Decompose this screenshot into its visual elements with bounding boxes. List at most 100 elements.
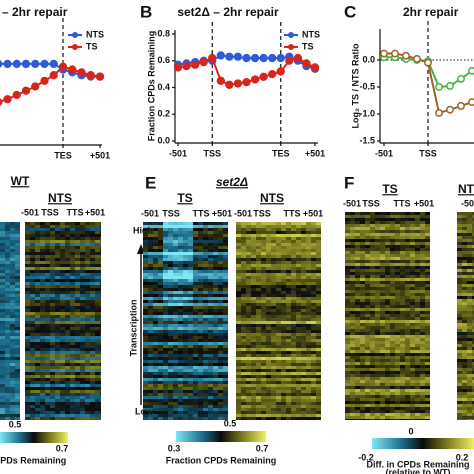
x-tick-label: +501 [305, 148, 325, 158]
heatmap-cell [148, 324, 153, 327]
heatmap-cell [223, 258, 228, 261]
heatmap-cell [306, 402, 311, 405]
heatmap-cell [75, 225, 80, 228]
heatmap-cell [148, 288, 153, 291]
heatmap-cell [360, 227, 365, 230]
heatmap-cell [405, 278, 410, 281]
heatmap-cell [0, 237, 5, 240]
heatmap-cell [213, 294, 218, 297]
heatmap-cell [350, 395, 355, 398]
heatmap-cell [415, 293, 420, 296]
heatmap-cell [296, 390, 301, 393]
heatmap-cell [198, 225, 203, 228]
heatmap-cell [5, 348, 10, 351]
y-tick-label: 0.2 [157, 109, 170, 119]
heatmap-cell [350, 362, 355, 365]
heatmap-cell [193, 222, 198, 225]
heatmap-cell [360, 395, 365, 398]
heatmap-cell [85, 318, 90, 321]
heatmap-cell [266, 339, 271, 342]
heatmap-cell [30, 258, 35, 261]
heatmap-cell [90, 414, 95, 417]
heatmap-cell [213, 243, 218, 246]
heatmap [236, 222, 321, 420]
heatmap-cell [90, 363, 95, 366]
heatmap-cell [390, 380, 395, 383]
heatmap-cell [271, 411, 276, 414]
heatmap-cell [90, 270, 95, 273]
heatmap-cell [75, 288, 80, 291]
heatmap-cell [188, 375, 193, 378]
heatmap-cell [350, 278, 355, 281]
heatmap-cell [395, 251, 400, 254]
heatmap-cell [218, 294, 223, 297]
heatmap-cell [380, 404, 385, 407]
heatmap-cell [75, 252, 80, 255]
heatmap-cell [425, 353, 430, 356]
heatmap-cell [35, 366, 40, 369]
heatmap-cell [420, 413, 425, 416]
heatmap-cell [301, 264, 306, 267]
heatmap-cell [163, 327, 168, 330]
heatmap-cell [183, 231, 188, 234]
heatmap-cell [10, 282, 15, 285]
heatmap-cell [405, 380, 410, 383]
heatmap-cell [251, 354, 256, 357]
heatmap-cell [75, 240, 80, 243]
heatmap-cell [390, 389, 395, 392]
heatmap-cell [311, 351, 316, 354]
heatmap-cell [251, 405, 256, 408]
heatmap-cell [0, 228, 5, 231]
heatmap-cell [25, 234, 30, 237]
heatmap-cell [380, 392, 385, 395]
data-point [435, 83, 443, 91]
heatmap-cell [286, 411, 291, 414]
heatmap-cell [400, 359, 405, 362]
heatmap-cell [370, 407, 375, 410]
heatmap-cell [425, 344, 430, 347]
heatmap-cell [246, 264, 251, 267]
heatmap-cell [148, 246, 153, 249]
heatmap-cell [10, 306, 15, 309]
heatmap-cell [55, 357, 60, 360]
heatmap-cell [375, 290, 380, 293]
heatmap-cell [395, 215, 400, 218]
heatmap-cell [311, 318, 316, 321]
heatmap-cell [410, 317, 415, 320]
heatmap-cell [241, 360, 246, 363]
heatmap-cell [276, 330, 281, 333]
heatmap-cell [168, 339, 173, 342]
heatmap-cell [365, 332, 370, 335]
heatmap-cell [420, 251, 425, 254]
heatmap-cell [70, 360, 75, 363]
heatmap-cell [296, 264, 301, 267]
heatmap-cell [256, 255, 261, 258]
heatmap-cell [266, 264, 271, 267]
heatmap-cell [405, 215, 410, 218]
heatmap-cell [415, 377, 420, 380]
heatmap-cell [5, 408, 10, 411]
heatmap-cell [50, 276, 55, 279]
heatmap-cell [198, 315, 203, 318]
heatmap-cell [95, 243, 100, 246]
heatmap-cell [55, 363, 60, 366]
heatmap-cell [236, 366, 241, 369]
heatmap-cell [246, 276, 251, 279]
heatmap-cell [400, 263, 405, 266]
heatmap-cell [203, 333, 208, 336]
heatmap-cell [420, 401, 425, 404]
heatmap-cell [281, 264, 286, 267]
heatmap-cell [100, 411, 101, 414]
heatmap-cell [420, 320, 425, 323]
heatmap-cell [281, 411, 286, 414]
heatmap-cell [261, 321, 266, 324]
heatmap-cell [65, 342, 70, 345]
heatmap-cell [218, 378, 223, 381]
heatmap-cell [75, 327, 80, 330]
heatmap-cell [316, 222, 321, 225]
heatmap-cell [345, 341, 350, 344]
heatmap-cell [0, 231, 5, 234]
heatmap-cell [143, 408, 148, 411]
heatmap-cell [193, 336, 198, 339]
heatmap-cell [410, 320, 415, 323]
